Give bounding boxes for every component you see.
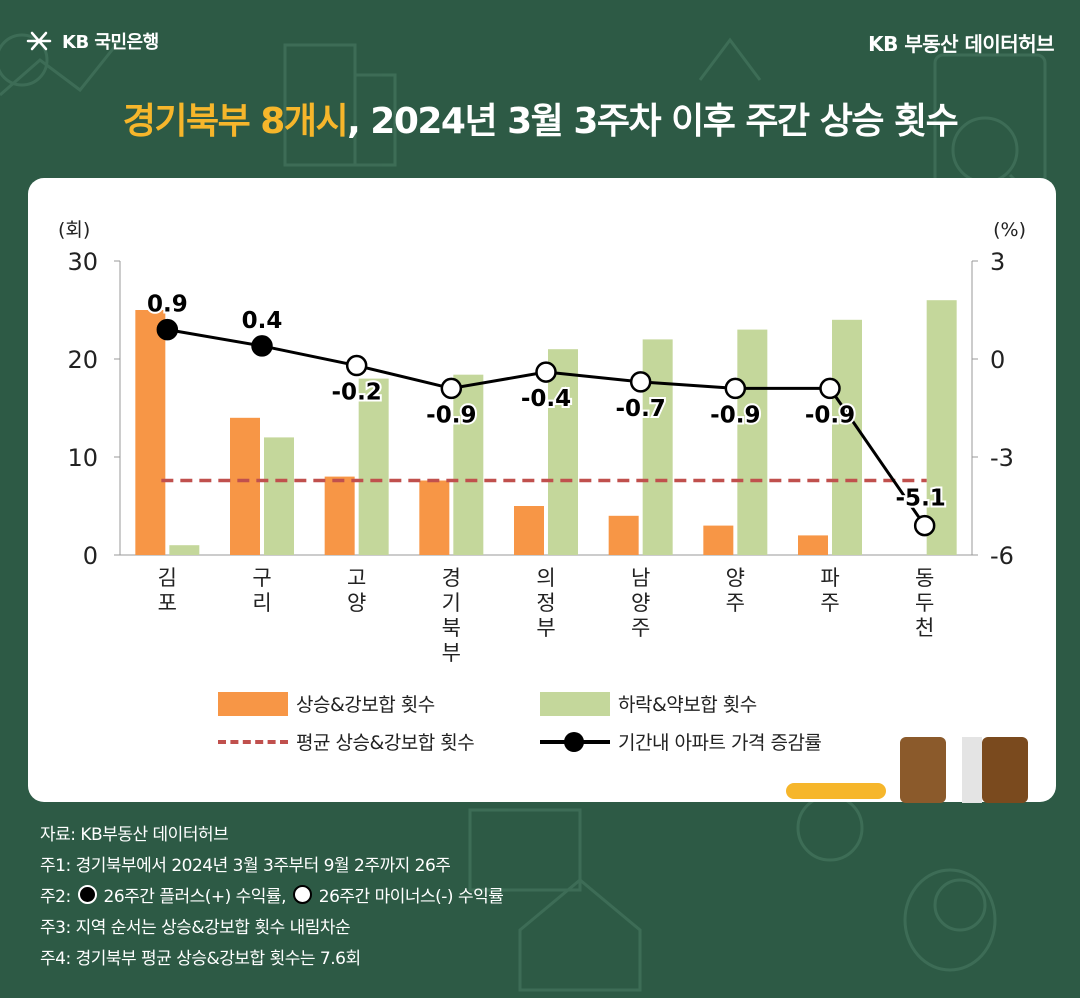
price-data-label-5: -0.7 <box>616 396 666 422</box>
note-source: 자료: KB부동산 데이터허브 <box>40 825 229 845</box>
note-3: 주3: 지역 순서는 상승&강보합 횟수 내림차순 <box>40 918 351 938</box>
footnotes: 자료: KB부동산 데이터허브 주1: 경기북부에서 2024년 3월 3주부터… <box>40 820 504 975</box>
right-tick-label-0: -6 <box>990 542 1014 570</box>
note-4: 주4: 경기북부 평균 상승&강보합 횟수는 7.6회 <box>40 949 361 969</box>
bar-rise-0 <box>135 310 166 555</box>
left-tick-label-0: 0 <box>83 542 98 570</box>
legend-swatch-average <box>218 739 288 744</box>
eye-icon <box>903 868 997 972</box>
chart-legend: 상승&강보합 횟수 하락&약보합 횟수 평균 상승&강보합 횟수 기간내 아파트… <box>210 682 910 762</box>
coin-icon <box>796 794 864 862</box>
bar-fall-3 <box>453 374 484 555</box>
price-point-3 <box>440 377 463 400</box>
bar-fall-2 <box>358 378 389 555</box>
kb-star-icon <box>26 31 52 51</box>
chart-svg: (회) (%) 0 10 20 30 -6 -3 0 3 0.9 0.4 -0.2 -0.9 -0.4 -0.… <box>58 219 1026 665</box>
legend-swatch-fall <box>540 691 610 716</box>
left-axis-unit: (회) <box>58 219 90 241</box>
price-data-label-0: 0.9 <box>147 292 188 318</box>
hollow-dot-icon <box>292 885 312 904</box>
bar-fall-7 <box>832 319 862 555</box>
legend-label-price: 기간내 아파트 가격 증감률 <box>618 732 822 754</box>
legend-swatch-price <box>540 730 610 754</box>
legend-item-average: 평균 상승&강보합 횟수 <box>218 728 475 755</box>
bar-fall-4 <box>548 349 578 555</box>
note-1: 주1: 경기북부에서 2024년 3월 3주부터 9월 2주까지 26주 <box>40 856 451 876</box>
bar-rise-1 <box>230 417 260 555</box>
title-rest: , 2024년 3월 3주차 이후 주간 상승 횟수 <box>347 101 959 142</box>
kb-logo: KB 국민은행 <box>24 28 159 54</box>
right-axis-unit: (%) <box>993 219 1026 241</box>
title-highlight: 경기북부 8개시 <box>122 101 349 142</box>
legend-item-rise: 상승&강보합 횟수 <box>218 690 435 717</box>
brand-label: KB 부동산 데이터허브 <box>868 32 1054 56</box>
bar-rise-3 <box>419 480 450 555</box>
price-point-8 <box>913 514 936 537</box>
price-data-label-2: -0.2 <box>332 380 382 406</box>
price-point-4 <box>535 361 557 383</box>
bar-rise-4 <box>514 506 544 555</box>
bar-rise-2 <box>324 476 355 555</box>
note-2-minus: 26주간 마이너스(-) 수익률 <box>313 887 504 907</box>
price-data-label-6: -0.9 <box>710 402 760 428</box>
price-point-2 <box>345 354 368 377</box>
legend-swatch-rise <box>218 691 288 716</box>
price-point-6 <box>724 377 747 400</box>
bar-rise-5 <box>608 515 639 555</box>
price-point-5 <box>629 371 652 393</box>
note-2-plus: 26주간 플러스(+) 수익률, <box>98 887 291 907</box>
bar-fall-1 <box>264 437 294 555</box>
bar-fall-8 <box>926 300 957 555</box>
legend-item-fall: 하락&약보합 횟수 <box>540 690 757 717</box>
legend-item-price: 기간내 아파트 가격 증감률 <box>540 728 822 755</box>
trend-line-icon <box>0 39 122 97</box>
house-icon <box>518 878 642 992</box>
price-point-1 <box>251 335 273 357</box>
price-point-0 <box>156 318 179 341</box>
bar-fall-0 <box>169 545 200 555</box>
left-tick-label-3: 30 <box>67 248 98 276</box>
legend-label-rise: 상승&강보합 횟수 <box>296 694 435 716</box>
bar-rise-7 <box>798 535 828 555</box>
price-data-label-8: -5.1 <box>896 486 946 512</box>
price-data-label-3: -0.9 <box>426 402 476 428</box>
right-tick-label-1: -3 <box>990 444 1014 472</box>
price-data-label-1: 0.4 <box>242 308 283 334</box>
right-tick-label-3: 3 <box>990 248 1005 276</box>
left-tick-label-1: 10 <box>67 444 98 472</box>
decor-bars <box>786 737 1028 803</box>
bar-fall-6 <box>737 329 768 555</box>
bar-fall-5 <box>642 339 673 555</box>
filled-dot-icon <box>77 885 97 904</box>
bar-rise-6 <box>703 525 734 555</box>
left-tick-label-2: 20 <box>67 346 98 374</box>
price-point-7 <box>819 377 841 400</box>
legend-label-average: 평균 상승&강보합 횟수 <box>296 732 475 754</box>
price-data-label-7: -0.9 <box>805 402 855 428</box>
logo-text: KB 국민은행 <box>62 32 159 53</box>
right-tick-label-2: 0 <box>990 346 1005 374</box>
price-data-label-4: -0.4 <box>521 386 571 412</box>
note-2-prefix: 주2: <box>40 887 76 907</box>
note-2: 주2: 26주간 플러스(+) 수익률, 26주간 마이너스(-) 수익률 <box>40 882 504 913</box>
page-title: 경기북부 8개시, 2024년 3월 3주차 이후 주간 상승 횟수 <box>0 92 1080 144</box>
legend-label-fall: 하락&약보합 횟수 <box>618 694 757 716</box>
